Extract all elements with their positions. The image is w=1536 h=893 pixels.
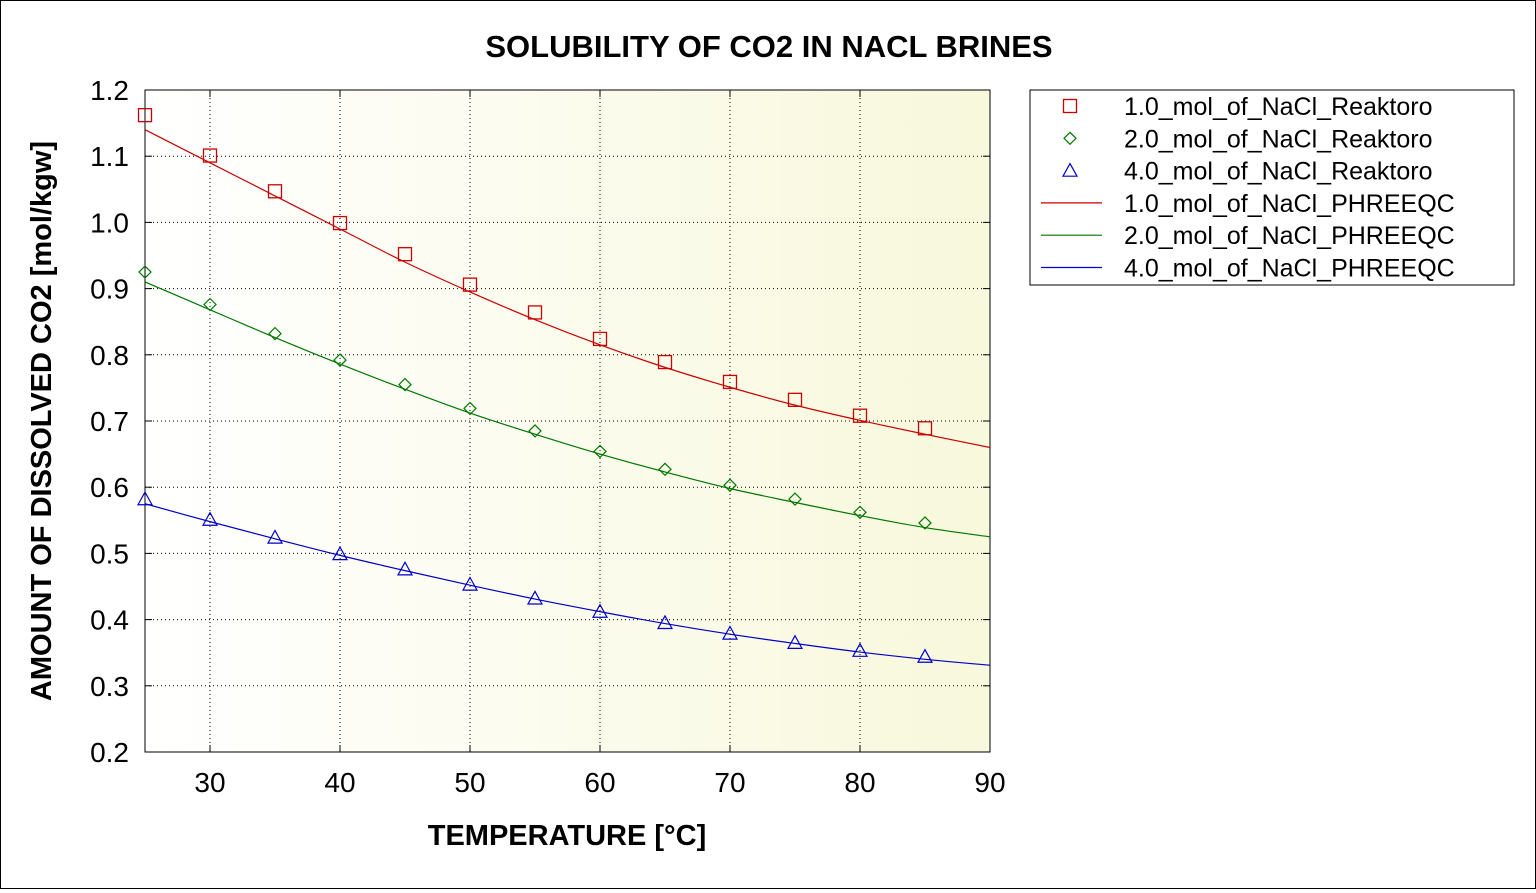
- data-point-series-1: [592, 331, 608, 347]
- x-tick-label: 80: [844, 767, 875, 798]
- data-point-series-3: [721, 625, 739, 640]
- data-point-series-3: [656, 614, 674, 630]
- legend-item-4: 1.0_mol_of_NaCl_PHREEQC: [1041, 190, 1455, 218]
- data-point-series-2: [788, 492, 802, 506]
- data-point-series-1: [787, 392, 803, 407]
- data-point-series-2: [138, 265, 152, 279]
- data-point-series-2: [593, 444, 607, 459]
- data-point-series-1: [657, 354, 673, 370]
- legend-marker-icon: [1061, 162, 1079, 177]
- data-point-series-2: [463, 401, 477, 416]
- legend: 1.0_mol_of_NaCl_Reaktoro 2.0_mol_of_NaCl_…: [1029, 89, 1515, 286]
- data-point-series-2: [723, 478, 737, 493]
- y-tick-label: 0.4: [90, 605, 129, 636]
- series-line-2: [145, 281, 990, 538]
- x-tick-label: 50: [454, 767, 485, 798]
- grid-lines: [145, 90, 990, 752]
- legend-item-6: 4.0_mol_of_NaCl_PHREEQC: [1041, 255, 1455, 283]
- data-point-series-2: [268, 326, 282, 341]
- data-point-series-2: [333, 353, 347, 367]
- x-tick-label: 30: [194, 767, 225, 798]
- y-tick-label: 0.7: [90, 406, 129, 437]
- data-point-series-2: [398, 377, 412, 392]
- y-tick-label: 0.9: [90, 274, 129, 305]
- data-point-series-1: [267, 184, 283, 199]
- data-point-series-3: [266, 529, 284, 544]
- data-point-series-1: [722, 374, 738, 390]
- data-point-series-1: [527, 305, 543, 320]
- data-point-series-1: [137, 108, 153, 123]
- y-tick-label: 0.3: [90, 671, 129, 702]
- legend-marker-icon: [1063, 131, 1077, 146]
- data-point-series-3: [201, 511, 219, 526]
- legend-label: 1.0_mol_of_NaCl_Reaktoro: [1124, 93, 1433, 121]
- y-tick-label: 0.2: [90, 737, 129, 768]
- data-point-series-2: [918, 516, 932, 530]
- legend-item-1: 1.0_mol_of_NaCl_Reaktoro: [1062, 93, 1433, 121]
- x-axis-label: TEMPERATURE [°C]: [428, 820, 707, 852]
- data-point-series-3: [916, 648, 934, 663]
- data-point-series-3: [461, 576, 479, 591]
- y-axis-label: AMOUNT OF DISSOLVED CO2 [mol/kgw]: [26, 141, 58, 701]
- series-markers: [136, 108, 934, 663]
- x-axis-ticks: 30 40 50 60 70 80 90: [194, 90, 1006, 798]
- data-point-series-3: [786, 634, 804, 649]
- chart-title: SOLUBILITY OF CO2 IN NACL BRINES: [485, 29, 1052, 64]
- x-tick-label: 60: [584, 767, 615, 798]
- data-point-series-1: [852, 408, 868, 423]
- y-tick-label: 0.6: [90, 472, 129, 503]
- legend-item-2: 2.0_mol_of_NaCl_Reaktoro: [1063, 125, 1433, 153]
- data-point-series-3: [851, 642, 869, 657]
- x-tick-label: 40: [324, 767, 355, 798]
- data-point-series-1: [202, 148, 218, 163]
- legend-label: 2.0_mol_of_NaCl_Reaktoro: [1124, 125, 1433, 153]
- data-point-series-1: [462, 277, 478, 292]
- data-point-series-3: [396, 561, 414, 576]
- legend-item-5: 2.0_mol_of_NaCl_PHREEQC: [1041, 222, 1455, 250]
- y-tick-label: 1.0: [90, 207, 129, 238]
- data-point-series-3: [136, 490, 154, 506]
- legend-label: 2.0_mol_of_NaCl_PHREEQC: [1124, 222, 1455, 250]
- data-point-series-3: [526, 590, 544, 605]
- legend-item-3: 4.0_mol_of_NaCl_Reaktoro: [1061, 158, 1433, 186]
- y-tick-label: 1.1: [90, 141, 129, 172]
- y-tick-label: 1.2: [90, 75, 129, 106]
- data-point-series-1: [397, 247, 413, 262]
- data-point-series-3: [331, 545, 349, 561]
- y-axis-ticks: 0.2 0.3 0.4 0.5 0.6 0.7 0.8 0.9 1.0 1.1 1.2: [90, 75, 990, 768]
- x-tick-label: 70: [714, 767, 745, 798]
- legend-label: 4.0_mol_of_NaCl_Reaktoro: [1124, 158, 1433, 186]
- data-point-series-1: [332, 215, 348, 231]
- data-point-series-2: [658, 462, 672, 477]
- data-point-series-2: [853, 505, 867, 520]
- y-tick-label: 0.8: [90, 340, 129, 371]
- data-point-series-1: [917, 421, 933, 436]
- legend-label: 4.0_mol_of_NaCl_PHREEQC: [1124, 255, 1455, 283]
- y-tick-label: 0.5: [90, 538, 129, 569]
- data-point-series-3: [591, 603, 609, 618]
- data-point-series-2: [528, 424, 542, 438]
- data-point-series-2: [203, 297, 217, 312]
- legend-box: [1029, 89, 1515, 286]
- x-tick-label: 90: [974, 767, 1005, 798]
- legend-label: 1.0_mol_of_NaCl_PHREEQC: [1124, 190, 1455, 218]
- legend-marker-icon: [1062, 98, 1078, 114]
